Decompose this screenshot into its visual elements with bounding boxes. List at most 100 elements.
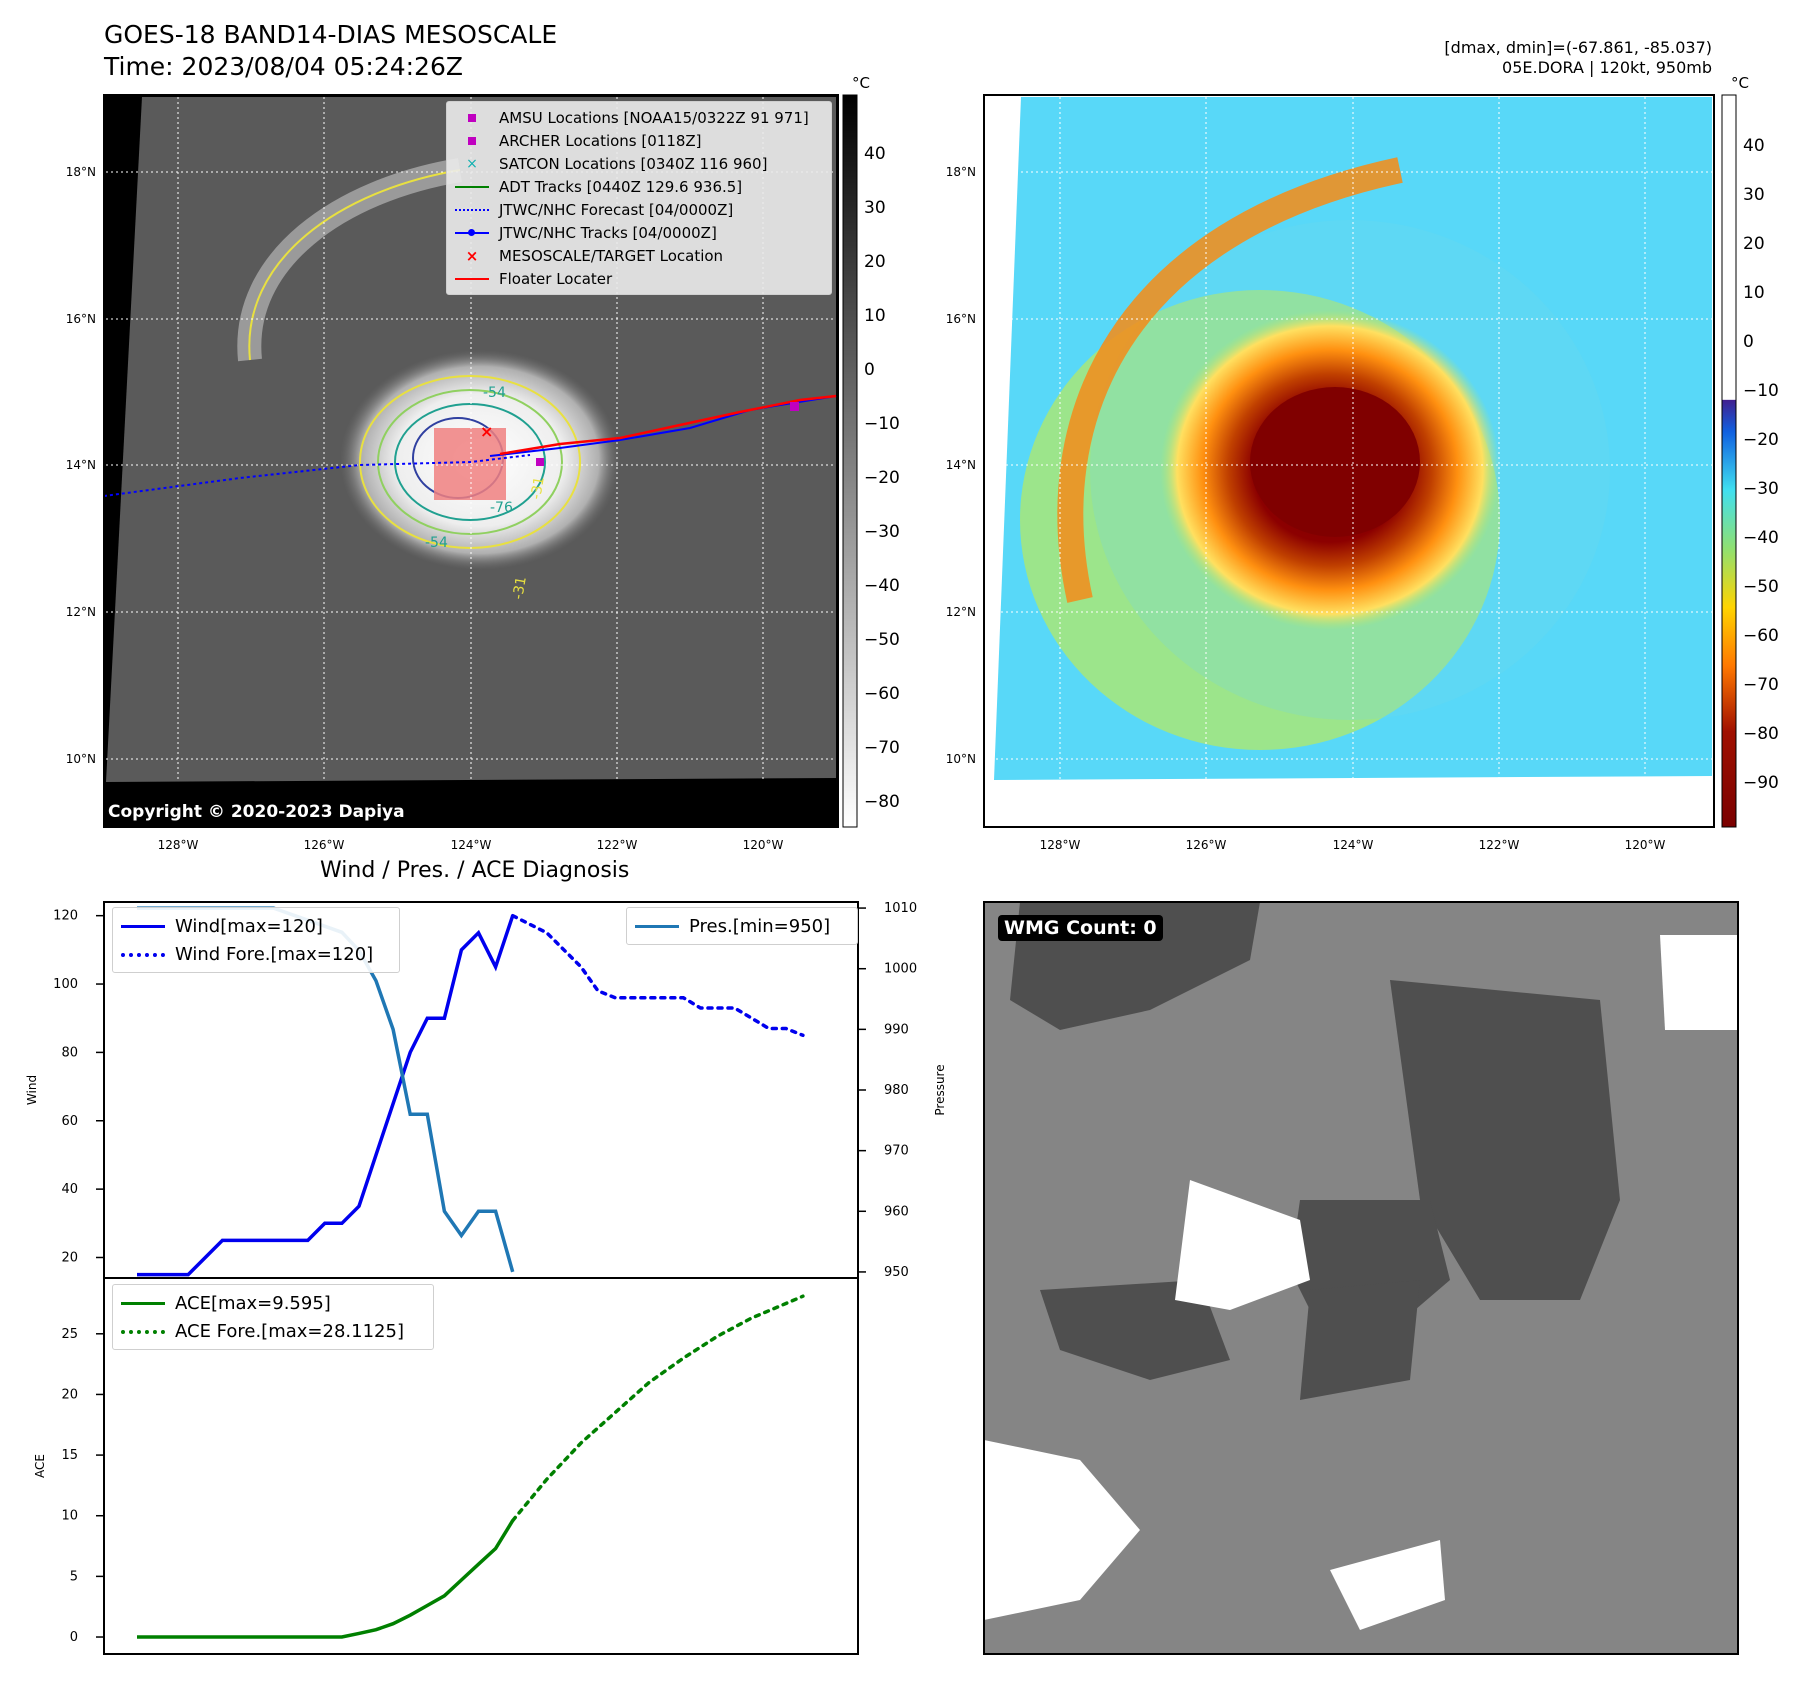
left-cbar-tick: −30 — [864, 522, 900, 542]
right-cbar-tick: 20 — [1743, 234, 1765, 254]
right-cbar-tick: −10 — [1743, 381, 1779, 401]
lon-tick: 124°W — [451, 838, 492, 852]
left-map-frame — [103, 94, 839, 828]
jtwc-forecast-track — [103, 454, 531, 497]
left-colorbar — [842, 94, 858, 828]
contour-green — [377, 389, 563, 535]
wind-ylabel: Wind — [25, 1075, 39, 1105]
legend-item-amsu: AMSU Locations [NOAA15/0322Z 91 971] — [455, 106, 823, 129]
left-cbar-tick: 10 — [864, 306, 886, 326]
lat-tick: 14°N — [66, 458, 96, 472]
series-line-ace — [137, 1519, 515, 1639]
pressure-ytick: 980 — [884, 1083, 909, 1098]
pressure-ylabel: Pressure — [933, 1064, 947, 1115]
left-cbar-tick: −10 — [864, 414, 900, 434]
left-map-lat-ticks: 18°N 16°N 14°N 12°N 10°N — [66, 165, 96, 766]
lat-tick: 16°N — [66, 312, 96, 326]
lon-tick: 128°W — [158, 838, 199, 852]
lat-tick: 18°N — [946, 165, 976, 179]
pressure-ytick: 990 — [884, 1022, 909, 1037]
series-line-wind — [137, 915, 515, 1277]
lat-tick: 10°N — [946, 752, 976, 766]
copyright-text: Copyright © 2020-2023 Dapiya — [108, 802, 405, 822]
figure-title: GOES-18 BAND14-DIAS MESOSCALE — [104, 20, 558, 49]
lon-tick: 122°W — [1479, 838, 1520, 852]
right-cbar-tick: 0 — [1743, 332, 1754, 352]
lon-tick: 126°W — [304, 838, 345, 852]
right-colorbar — [1721, 94, 1737, 828]
pressure-ytick: 1000 — [884, 962, 917, 977]
pressure-legend: Pres.[min=950] — [626, 907, 858, 945]
wind-ytick: 100 — [53, 977, 78, 992]
ace-ytick: 10 — [61, 1509, 78, 1524]
right-colorbar-ticks: 40 30 20 10 0 −10 −20 −30 −40 −50 −60 −7… — [1743, 136, 1779, 793]
lat-tick: 10°N — [66, 752, 96, 766]
right-colorbar-unit: °C — [1731, 74, 1749, 92]
left-colorbar-ticks: 40 30 20 10 0 −10 −20 −30 −40 −50 −60 −7… — [864, 144, 900, 812]
legend-label: ADT Tracks [0440Z 129.6 936.5] — [499, 177, 743, 196]
wmg-count-label: WMG Count: 0 — [998, 915, 1163, 941]
figure-time: Time: 2023/08/04 05:24:26Z — [104, 52, 463, 81]
ace-ytick: 25 — [61, 1327, 78, 1342]
legend-item-floater: Floater Locater — [455, 267, 823, 290]
legend-label: MESOSCALE/TARGET Location — [499, 246, 724, 265]
contour-teal — [394, 403, 546, 521]
left-cbar-tick: −40 — [864, 576, 900, 596]
pressure-ytick: 950 — [884, 1265, 909, 1280]
contour-label-3: -76 — [490, 500, 513, 516]
contour-label-1: -54 — [483, 385, 506, 401]
left-cbar-tick: −60 — [864, 684, 900, 704]
ace-legend: ACE[max=9.595] ACE Fore.[max=28.1125] — [112, 1284, 434, 1350]
wmg-dark-regions — [1010, 902, 1620, 1400]
contour-label-2: -31 — [528, 475, 548, 500]
legend-label: Wind Fore.[max=120] — [175, 943, 374, 965]
contour-yellow — [359, 375, 581, 549]
legend-item-satcon: × SATCON Locations [0340Z 116 960] — [466, 154, 768, 173]
mesoscale-target-box — [434, 428, 506, 500]
pressure-y-ticks: 950 960 970 980 990 1000 1010 — [884, 901, 917, 1280]
left-map-legend: AMSU Locations [NOAA15/0322Z 91 971] ARC… — [446, 101, 832, 295]
ace-ytick: 0 — [70, 1630, 78, 1645]
left-cbar-tick: −50 — [864, 630, 900, 650]
left-cbar-tick: −20 — [864, 468, 900, 488]
right-cbar-tick: −30 — [1743, 479, 1779, 499]
lon-tick: 122°W — [597, 838, 638, 852]
right-cbar-tick: −20 — [1743, 430, 1779, 450]
lat-tick: 18°N — [66, 165, 96, 179]
lon-tick: 120°W — [1625, 838, 1666, 852]
legend-label: Pres.[min=950] — [689, 915, 831, 937]
mesoscale-target-marker: × — [480, 422, 493, 441]
ace-ylabel: ACE — [33, 1454, 47, 1478]
lon-tick: 124°W — [1333, 838, 1374, 852]
right-cbar-tick: −70 — [1743, 675, 1779, 695]
wmg-panel — [984, 902, 1738, 1654]
legend-label: ACE[max=9.595] — [175, 1292, 331, 1314]
amsu-location-marker — [790, 402, 799, 411]
ace-ytick: 20 — [61, 1387, 78, 1402]
right-map-panel — [984, 95, 1714, 827]
lat-tick: 12°N — [66, 605, 96, 619]
left-cbar-tick: 20 — [864, 252, 886, 272]
left-cbar-tick: 30 — [864, 198, 886, 218]
right-map-lon-ticks: 128°W 126°W 124°W 122°W 120°W — [1040, 838, 1666, 852]
left-colorbar-unit: °C — [852, 74, 870, 92]
lat-tick: 16°N — [946, 312, 976, 326]
right-map-gridlines — [986, 97, 1712, 826]
lon-tick: 128°W — [1040, 838, 1081, 852]
pressure-ytick: 970 — [884, 1144, 909, 1159]
right-map-frame — [983, 94, 1715, 828]
wind-legend: Wind[max=120] Wind Fore.[max=120] — [112, 907, 400, 973]
left-cbar-tick: 0 — [864, 360, 875, 380]
contour-label-4: -31 — [510, 575, 530, 600]
ace-ytick: 5 — [70, 1569, 78, 1584]
ace-ytick: 15 — [61, 1448, 78, 1463]
right-map-lat-ticks: 18°N 16°N 14°N 12°N 10°N — [946, 165, 976, 766]
range-text: [dmax, dmin]=(-67.861, -85.037) — [1444, 38, 1712, 57]
wind-ytick: 20 — [61, 1251, 78, 1266]
right-cbar-tick: −80 — [1743, 724, 1779, 744]
floater-locater-track — [499, 394, 837, 456]
legend-label: Floater Locater — [499, 269, 613, 288]
legend-item-forecast: JTWC/NHC Forecast [04/0000Z] — [455, 198, 823, 221]
pressure-ytick: 1010 — [884, 901, 917, 916]
